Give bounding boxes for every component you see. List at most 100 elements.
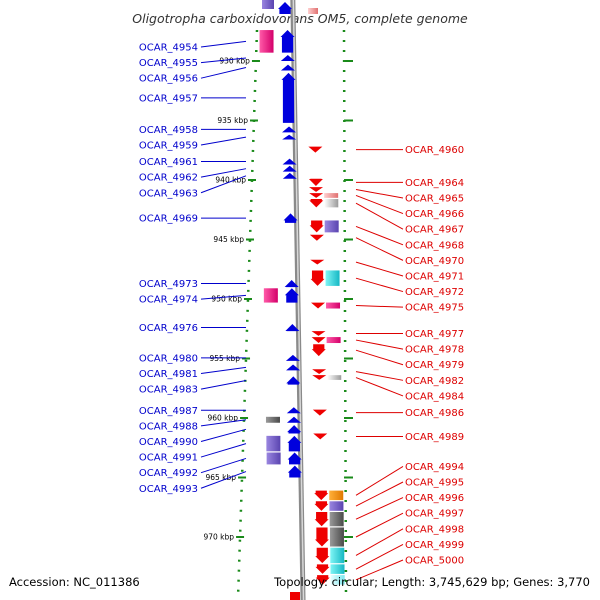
reverse-gene-arrow[interactable] (310, 270, 325, 286)
forward-gene-arrow[interactable] (282, 134, 297, 140)
gene-label[interactable]: OCAR_4979 (405, 360, 464, 371)
forward-gene-arrow[interactable] (287, 425, 302, 434)
reverse-gene-arrow[interactable] (309, 199, 324, 208)
gene-label[interactable]: OCAR_4955 (139, 58, 198, 69)
reverse-gene-arrow[interactable] (311, 331, 326, 336)
gene-label[interactable]: OCAR_4968 (405, 240, 464, 251)
reverse-gene-arrow[interactable] (313, 433, 328, 440)
forward-gene-arrow[interactable] (286, 376, 301, 385)
forward-gene-arrow[interactable] (280, 55, 295, 61)
cog-box (324, 220, 339, 233)
gene-label[interactable]: OCAR_4974 (139, 295, 198, 306)
gene-label[interactable]: OCAR_4983 (139, 385, 198, 396)
reverse-gene-arrow[interactable] (309, 193, 324, 198)
gene-label[interactable]: OCAR_4977 (405, 329, 464, 340)
reverse-gene-arrow[interactable] (312, 409, 327, 416)
gene-label[interactable]: OCAR_4997 (405, 509, 464, 520)
reverse-gene-arrow[interactable] (308, 178, 323, 186)
reverse-gene-arrow[interactable] (315, 564, 330, 574)
forward-gene-arrow[interactable] (287, 452, 302, 465)
gene-label[interactable]: OCAR_4986 (405, 408, 464, 419)
reverse-gene-arrow[interactable] (309, 187, 324, 192)
gene-label[interactable]: OCAR_4971 (405, 271, 464, 282)
gene-label[interactable]: OCAR_4975 (405, 303, 464, 314)
ruler-label: 960 kbp (207, 414, 238, 423)
reverse-gene-arrow[interactable] (314, 512, 329, 527)
forward-gene-arrow[interactable] (281, 72, 296, 123)
reverse-gene-arrow[interactable] (312, 375, 327, 380)
gene-label[interactable]: OCAR_4981 (139, 369, 198, 380)
reverse-gene-arrow[interactable] (314, 527, 329, 547)
gene-label[interactable]: OCAR_4987 (139, 406, 198, 417)
reverse-gene-arrow[interactable] (312, 369, 327, 374)
reverse-gene-arrow[interactable] (309, 234, 324, 241)
gene-label[interactable]: OCAR_4976 (139, 323, 198, 334)
gene-label[interactable]: OCAR_5000 (405, 556, 464, 567)
reverse-gene-arrow[interactable] (311, 337, 326, 344)
cog-box (330, 547, 345, 564)
forward-gene-arrow[interactable] (282, 158, 297, 165)
reverse-gene-arrow[interactable] (311, 344, 326, 357)
gene-label[interactable]: OCAR_4991 (139, 453, 198, 464)
forward-gene-arrow[interactable] (286, 364, 301, 371)
reverse-gene-arrow[interactable] (315, 575, 330, 585)
forward-gene-arrow[interactable] (282, 172, 297, 179)
reverse-gene-arrow[interactable] (315, 547, 330, 564)
cog-box (329, 490, 344, 501)
gene-label[interactable]: OCAR_4994 (405, 462, 464, 473)
gene-label[interactable]: OCAR_4978 (405, 345, 464, 356)
gene-label[interactable]: OCAR_4960 (405, 145, 464, 156)
gene-label[interactable]: OCAR_4984 (405, 391, 464, 402)
gene-label[interactable]: OCAR_4969 (139, 214, 198, 225)
forward-gene-arrow[interactable] (282, 165, 297, 172)
gene-label[interactable]: OCAR_4990 (139, 437, 198, 448)
cog-box (265, 416, 280, 423)
forward-gene-arrow[interactable] (282, 126, 297, 133)
gene-label[interactable]: OCAR_4970 (405, 256, 464, 267)
reverse-gene-arrow[interactable] (314, 501, 329, 511)
gene-label[interactable]: OCAR_4957 (139, 93, 198, 104)
forward-gene-arrow[interactable] (285, 354, 300, 361)
gene-label[interactable]: OCAR_4967 (405, 225, 464, 236)
reverse-gene-arrow[interactable] (314, 490, 329, 501)
forward-gene-arrow[interactable] (286, 407, 301, 414)
reverse-gene-arrow[interactable] (308, 146, 323, 153)
gene-label[interactable]: OCAR_4958 (139, 125, 198, 136)
forward-gene-arrow[interactable] (284, 288, 299, 303)
forward-gene-arrow[interactable] (280, 64, 295, 71)
forward-gene-arrow[interactable] (287, 465, 302, 478)
forward-gene-arrow[interactable] (283, 213, 298, 223)
gene-label[interactable]: OCAR_4965 (405, 193, 464, 204)
gene-label[interactable]: OCAR_4972 (405, 287, 464, 298)
gene-label[interactable]: OCAR_4995 (405, 478, 464, 489)
gene-label[interactable]: OCAR_4996 (405, 493, 464, 504)
gene-label[interactable]: OCAR_4980 (139, 353, 198, 364)
gene-label[interactable]: OCAR_4962 (139, 173, 198, 184)
gene-label[interactable]: OCAR_4973 (139, 279, 198, 290)
label-leader-line (355, 377, 404, 397)
forward-gene-arrow[interactable] (284, 279, 299, 288)
forward-gene-arrow[interactable] (280, 30, 295, 53)
gene-label[interactable]: OCAR_4963 (139, 188, 198, 199)
gene-label[interactable]: OCAR_4966 (405, 209, 464, 220)
gene-label[interactable]: OCAR_4989 (405, 432, 464, 443)
gene-label[interactable]: OCAR_4959 (139, 141, 198, 152)
forward-gene-arrow[interactable] (286, 416, 301, 423)
forward-gene-arrow[interactable] (278, 2, 292, 14)
gene-label[interactable]: OCAR_4993 (139, 484, 198, 495)
gene-label[interactable]: OCAR_4982 (405, 376, 464, 387)
forward-gene-arrow[interactable] (287, 435, 302, 452)
gene-label[interactable]: OCAR_4961 (139, 157, 198, 168)
reverse-gene-arrow[interactable] (310, 259, 325, 265)
gene-label[interactable]: OCAR_4964 (405, 178, 464, 189)
reverse-gene-arrow[interactable] (311, 302, 326, 309)
gene-label[interactable]: OCAR_4998 (405, 524, 464, 535)
reverse-gene-arrow[interactable] (309, 220, 324, 233)
gene-label[interactable]: OCAR_4956 (139, 74, 198, 85)
gene-label[interactable]: OCAR_4954 (139, 43, 198, 54)
gene-label-layer: OCAR_4954 OCAR_4955 OCAR_4956 OCAR_4957 OCAR… (139, 43, 464, 567)
gene-label[interactable]: OCAR_4988 (139, 421, 198, 432)
gene-label[interactable]: OCAR_4992 (139, 468, 198, 479)
forward-gene-arrow[interactable] (285, 323, 300, 332)
gene-label[interactable]: OCAR_4999 (405, 540, 464, 551)
